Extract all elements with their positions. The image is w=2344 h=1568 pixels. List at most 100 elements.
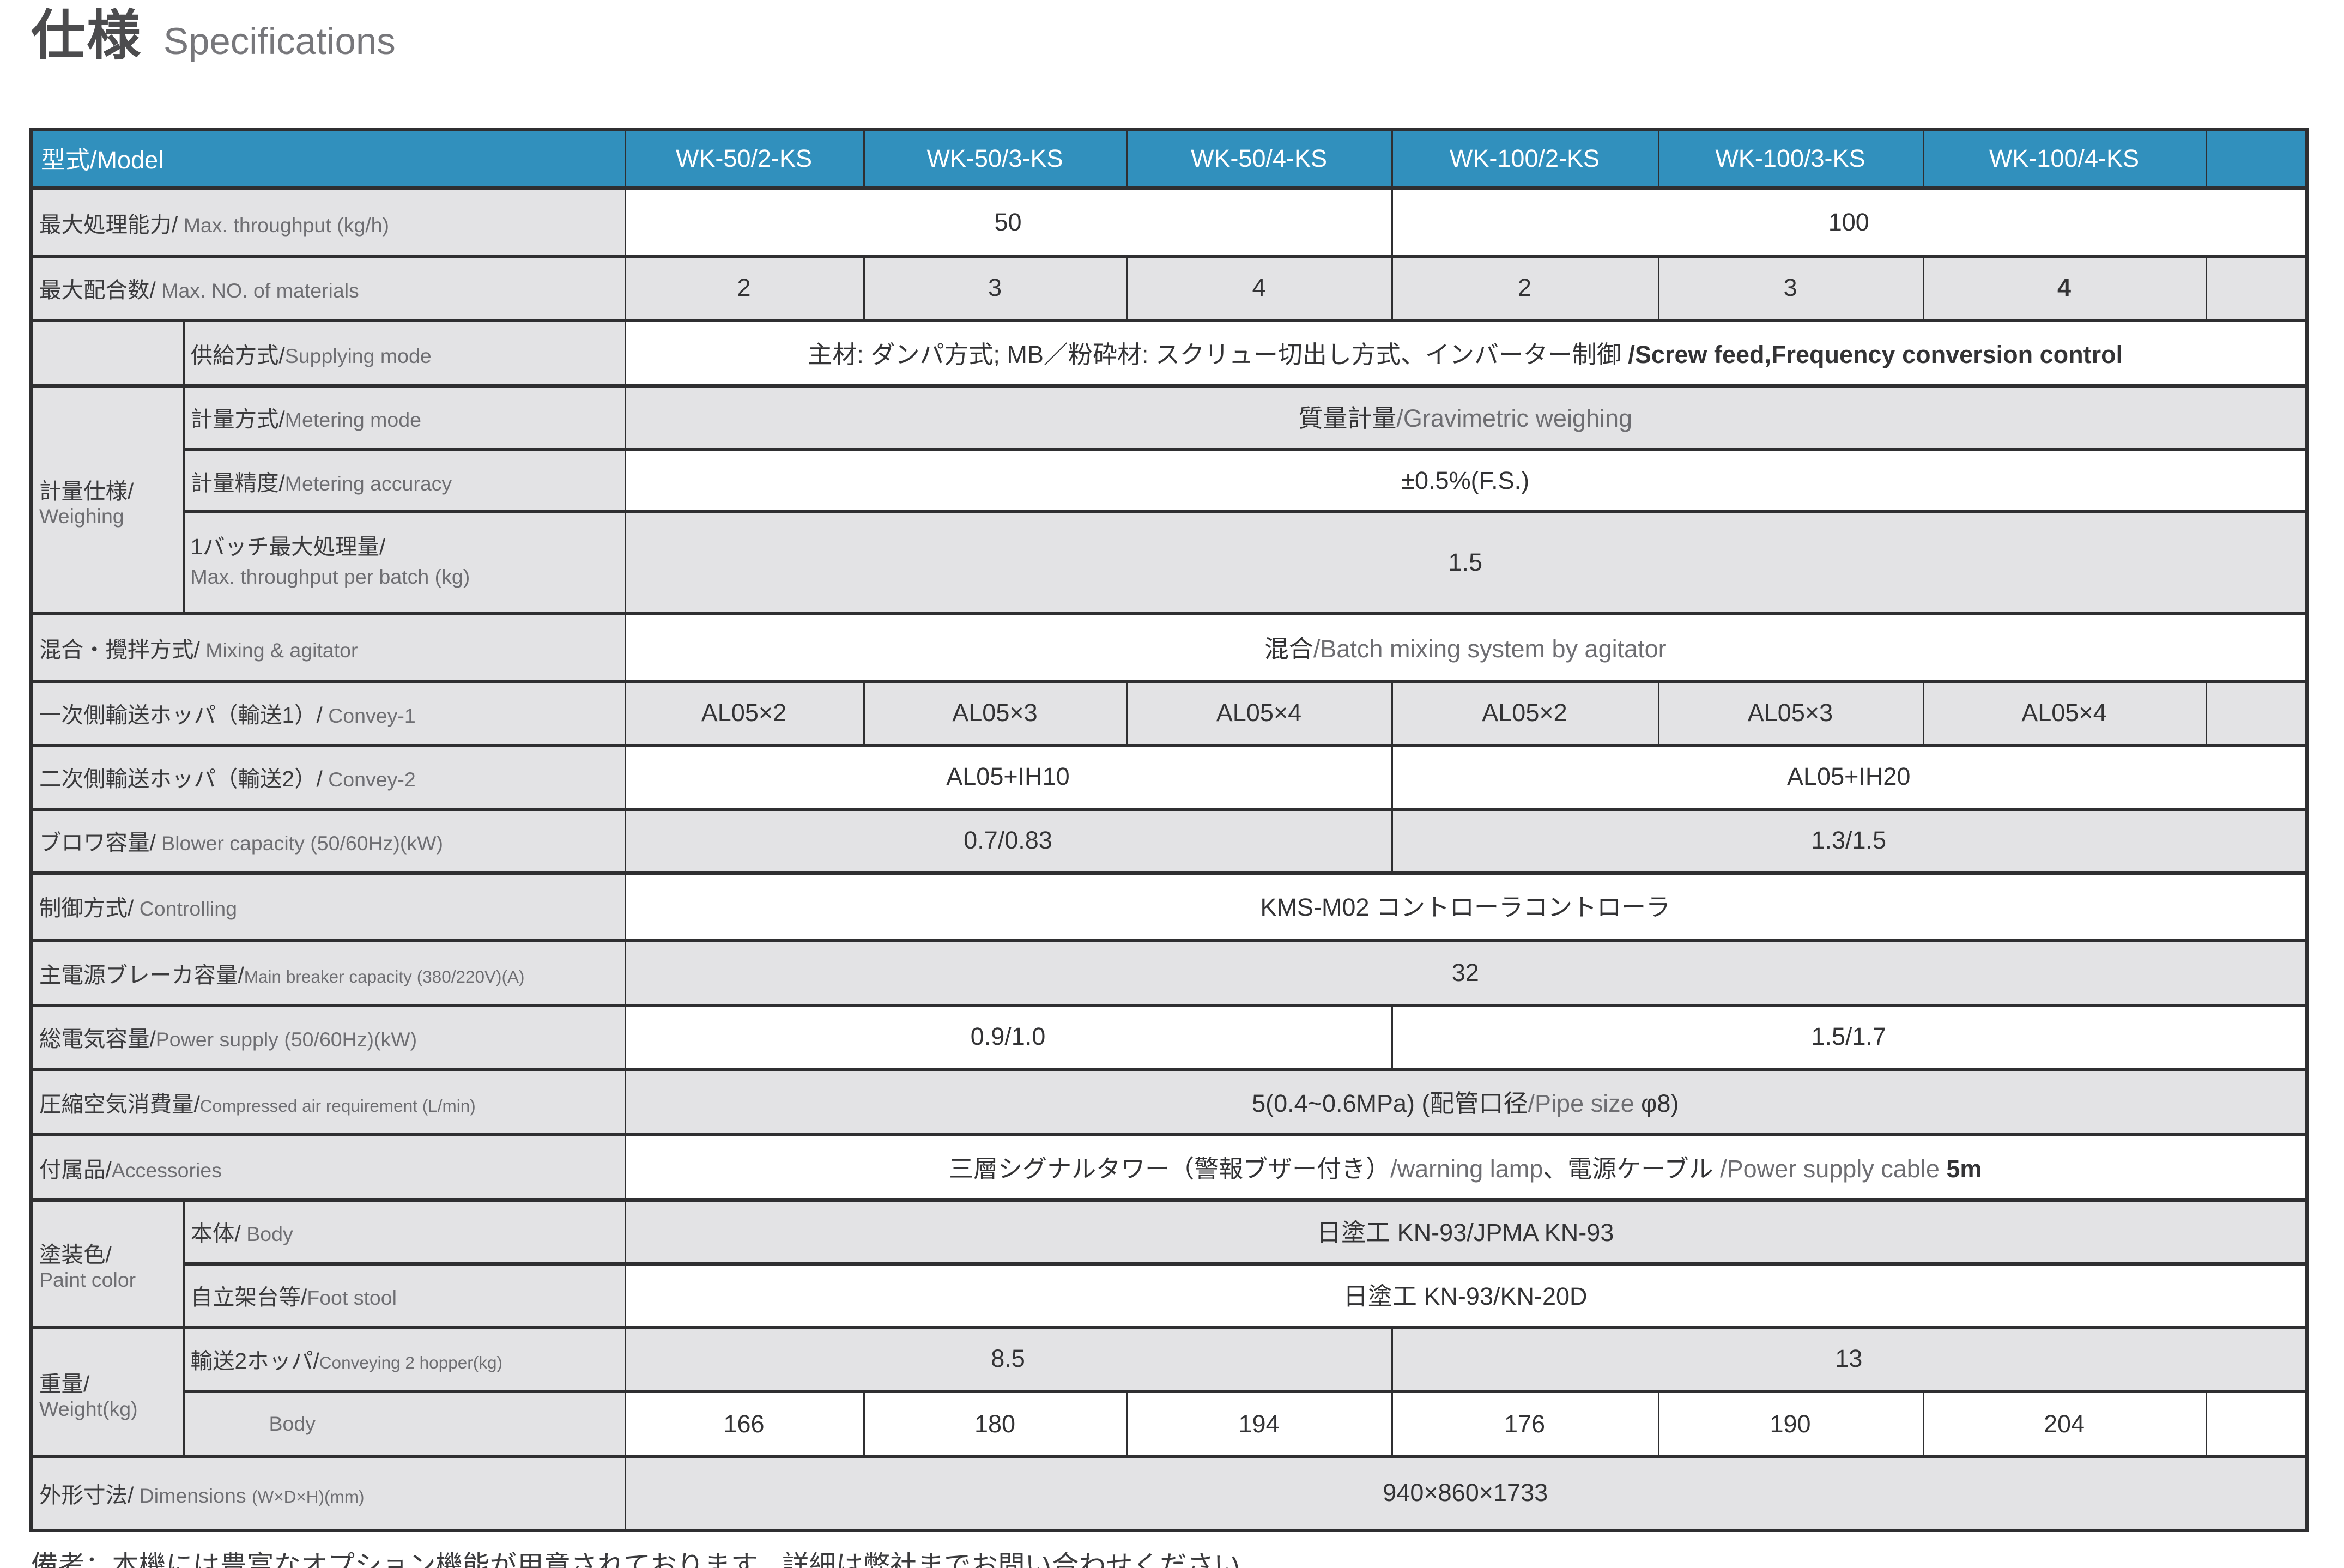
row-label-en: Conveying 2 hopper(kg) <box>319 1354 503 1373</box>
group-label: 重量/Weight(kg) <box>30 1326 184 1458</box>
row-label-jp: 計量精度/ <box>190 470 285 495</box>
row-label-en: Convey-2 <box>322 768 416 791</box>
row-label: 主電源ブレーカ容量/Main breaker capacity (380/220… <box>30 939 626 1007</box>
spec-value-cell: AL05×3 <box>1657 680 1924 747</box>
row-label-jp: 制御方式/ <box>39 896 134 921</box>
spec-value-cell: AL05×2 <box>623 680 864 747</box>
value-segment: /Screw feed,Frequency conversion control <box>1628 341 2123 369</box>
row-label-en: Main breaker capacity (380/220V)(A) <box>244 967 525 987</box>
row-label-jp: 計量方式/ <box>190 407 285 432</box>
value-segment: 主材: ダンパ方式; MB／粉砕材: スクリュー切出し方式、インバーター制御 <box>808 341 1628 369</box>
value-segment: AL05×3 <box>952 700 1038 728</box>
group-label-en: Weighing <box>39 504 124 528</box>
value-segment: 5(0.4~0.6MPa) (配管口径 <box>1252 1089 1528 1118</box>
spec-value-cell: 5(0.4~0.6MPa) (配管口径/Pipe size φ8) <box>623 1068 2308 1136</box>
value-segment: 940×860×1733 <box>1383 1480 1548 1508</box>
spec-value-cell: 質量計量/Gravimetric weighing <box>623 384 2308 451</box>
row-label: 付属品/Accessories <box>30 1133 626 1202</box>
row-label-en: Max. throughput (kg/h) <box>178 213 389 237</box>
spec-value-cell: 三層シグナルタワー（警報ブザー付き）/warning lamp、電源ケーブル /… <box>623 1133 2308 1202</box>
value-segment: 3 <box>988 275 1002 302</box>
group-label-en: Weight(kg) <box>39 1397 138 1420</box>
row-label-en2: (W×D×H)(mm) <box>252 1488 365 1508</box>
row-label: 総電気容量/Power supply (50/60Hz)(kW) <box>30 1004 626 1071</box>
page-title-jp: 仕様 <box>31 5 142 65</box>
row-label-jp: 主電源ブレーカ容量/ <box>39 962 244 987</box>
spec-value-cell: 3 <box>1657 255 1924 322</box>
row-label: 最大配合数/ Max. NO. of materials <box>30 255 626 322</box>
value-segment: 176 <box>1504 1410 1546 1438</box>
row-label-jp: 最大処理能力/ <box>39 211 178 237</box>
spec-value-cell: 194 <box>1125 1390 1392 1458</box>
model-header-en: Model <box>96 146 164 174</box>
row-label-en: Max. NO. of materials <box>155 280 359 302</box>
group-label: 計量仕様/Weighing <box>30 384 184 615</box>
row-accessories: 付属品/Accessories 三層シグナルタワー（警報ブザー付き）/warnin… <box>30 1133 2308 1202</box>
spec-value-cell: AL05×3 <box>862 680 1128 747</box>
spec-value-cell: 2 <box>623 255 864 322</box>
row-label: 圧縮空気消費量/Compressed air requirement (L/mi… <box>30 1068 626 1136</box>
row-label: 1バッチ最大処理量/Max. throughput per batch (kg) <box>182 510 626 615</box>
value-segment: 三層シグナルタワー（警報ブザー付き） <box>949 1155 1391 1183</box>
value-segment: /Gravimetric weighing <box>1396 405 1633 433</box>
row-batch-throughput: 1バッチ最大処理量/Max. throughput per batch (kg)… <box>31 510 2308 615</box>
row-label-jp: 最大配合数/ <box>39 278 156 302</box>
row-label: 外形寸法/ Dimensions (W×D×H)(mm) <box>30 1455 626 1532</box>
value-segment: AL05×2 <box>1482 700 1567 728</box>
model-column-header: WK-50/2-KS <box>623 128 864 190</box>
row-metering-mode: 計量仕様/Weighing 計量方式/Metering mode 質量計量/Grav… <box>30 384 2308 615</box>
value-segment: 1.5 <box>1448 548 1483 577</box>
row-label-jp: ブロワ容量/ <box>39 831 156 855</box>
spec-value-cell: 176 <box>1390 1390 1659 1458</box>
spec-value-cell: AL05+IH20 <box>1390 744 2308 811</box>
row-power-supply: 総電気容量/Power supply (50/60Hz)(kW) 0.9/1.0 1… <box>30 1004 2308 1071</box>
value-segment: 4 <box>1252 275 1266 302</box>
row-label-en: Body <box>240 1223 293 1246</box>
row-label-en: Accessories <box>111 1158 222 1182</box>
spec-value-cell: 190 <box>1657 1390 1924 1458</box>
value-segment: 13 <box>1835 1346 1863 1373</box>
value-segment: AL05+IH20 <box>1787 764 1911 791</box>
group-label-jp: 重量/ <box>39 1371 90 1396</box>
value-segment: 4 <box>2057 275 2072 302</box>
spec-value-cell: 日塗工 KN-93/KN-20D <box>623 1262 2308 1329</box>
row-label: 一次側輸送ホッパ（輸送1）/ Convey-1 <box>30 680 626 747</box>
spec-value-cell: 100 <box>1390 186 2308 258</box>
value-segment: /Pipe size <box>1528 1089 1642 1118</box>
row-label-en: Blower capacity (50/60Hz)(kW) <box>155 832 444 855</box>
row-paint-body: 塗装色/Paint color 本体/ Body 日塗工 KN-93/JPMA KN… <box>30 1198 2308 1329</box>
row-label-jp: 総電気容量/ <box>39 1027 156 1051</box>
row-label: 混合・攪拌方式/ Mixing & agitator <box>30 612 626 683</box>
row-label-jp: 一次側輸送ホッパ（輸送1）/ <box>39 703 323 728</box>
page-title: 仕様 Specifications <box>31 5 2344 77</box>
value-segment: 1.5/1.7 <box>1811 1024 1887 1051</box>
page: 仕様 Specifications 型式/Model WK-50/2-KS WK-50… <box>0 5 2344 1568</box>
row-controlling: 制御方式/ Controlling KMS-M02 コントローラコントローラ <box>30 871 2308 942</box>
spec-value-cell: 2 <box>1390 255 1659 322</box>
spec-value-cell: 50 <box>623 186 1392 258</box>
row-max-materials: 最大配合数/ Max. NO. of materials 2 3 4 2 3 4 <box>30 255 2308 322</box>
group-label-jp: 計量仕様/ <box>39 478 134 503</box>
row-label-en: Body <box>269 1413 316 1436</box>
row-label-en: Max. throughput per batch (kg) <box>190 565 470 589</box>
group-label: 塗装色/Paint color <box>30 1198 184 1329</box>
value-segment: 190 <box>1770 1410 1811 1438</box>
model-column-header: WK-100/4-KS <box>1922 128 2207 190</box>
value-segment: ±0.5%(F.S.) <box>1401 467 1530 495</box>
row-label: 輸送2ホッパ/Conveying 2 hopper(kg) <box>182 1326 626 1393</box>
row-label: 本体/ Body <box>182 1198 626 1266</box>
spec-value-cell: 3 <box>862 255 1128 322</box>
spec-value-cell: 0.9/1.0 <box>623 1004 1392 1071</box>
row-label: 計量方式/Metering mode <box>182 384 626 451</box>
row-label-en: Mixing & agitator <box>199 638 358 662</box>
row-weight-hopper: 重量/Weight(kg) 輸送2ホッパ/Conveying 2 hopper(k… <box>30 1326 2308 1458</box>
value-segment: 日塗工 KN-93/JPMA KN-93 <box>1317 1220 1614 1248</box>
row-label: 制御方式/ Controlling <box>30 871 626 942</box>
row-max-throughput: 最大処理能力/ Max. throughput (kg/h) 50 100 <box>30 186 2308 258</box>
trailing-spacer-cell <box>2204 680 2308 747</box>
row-dimensions: 外形寸法/ Dimensions (W×D×H)(mm) 940×860×1733 <box>30 1455 2308 1532</box>
row-convey-2: 二次側輸送ホッパ（輸送2）/ Convey-2 AL05+IH10 AL05+IH2… <box>30 744 2308 811</box>
row-label-jp: 1バッチ最大処理量/ <box>190 535 386 560</box>
value-segment: 180 <box>974 1410 1016 1438</box>
row-label: 自立架台等/Foot stool <box>182 1262 626 1329</box>
